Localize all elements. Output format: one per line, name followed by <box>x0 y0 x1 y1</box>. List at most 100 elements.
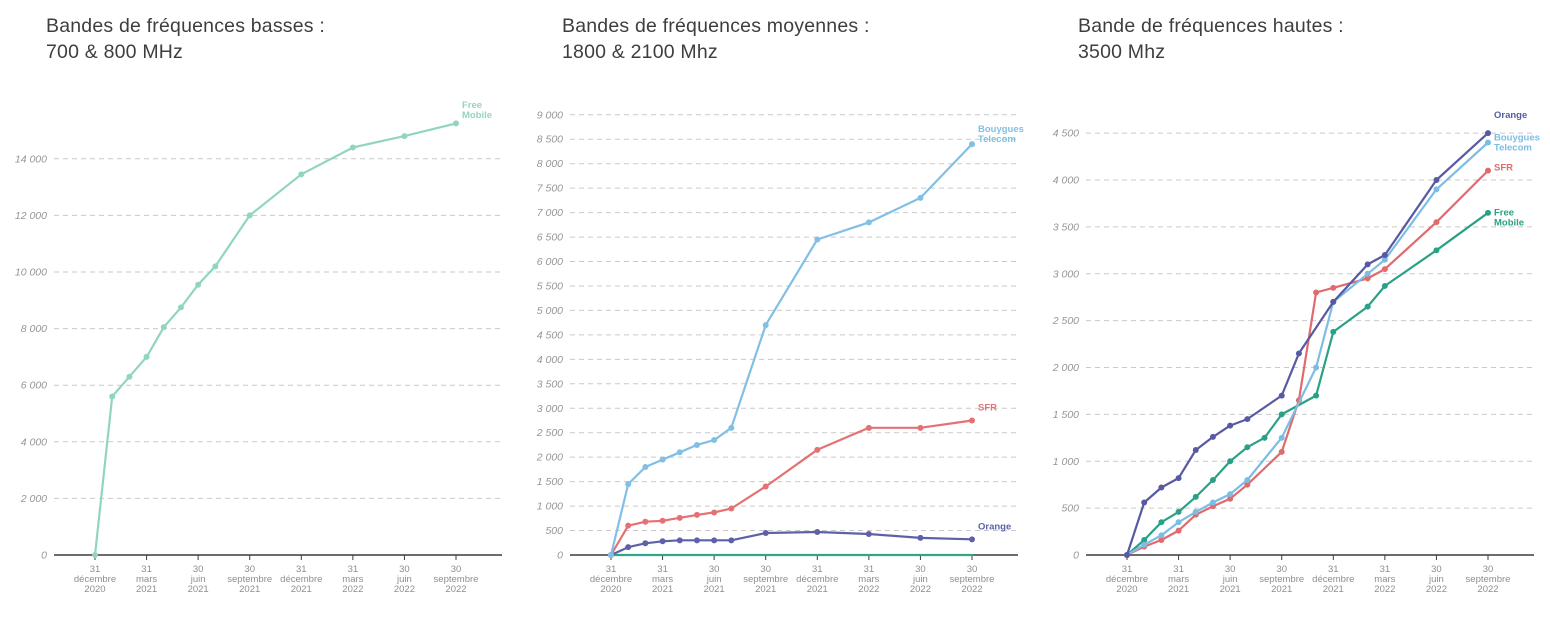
y-axis-tick-label: 5 500 <box>537 281 563 293</box>
data-point <box>1158 484 1165 491</box>
data-point <box>109 393 116 400</box>
series-label-free-mobile: Mobile <box>462 110 492 121</box>
y-axis-tick-label: 4 000 <box>1053 175 1079 187</box>
x-axis-tick-label: 2021 <box>1323 584 1344 595</box>
x-axis-tick-label: 2021 <box>239 584 260 595</box>
x-axis-tick-label: 30 <box>1483 564 1494 575</box>
data-point <box>659 538 666 545</box>
data-point <box>693 442 700 449</box>
x-axis-tick-label: 30 <box>1431 564 1442 575</box>
data-point <box>126 374 133 381</box>
data-point <box>143 354 150 361</box>
data-point <box>676 515 683 522</box>
data-point <box>1485 168 1491 175</box>
y-axis-tick-label: 4 500 <box>537 330 563 342</box>
x-axis-tick-label: 31 <box>657 564 668 575</box>
x-axis-tick-label: 2022 <box>445 584 466 595</box>
chart-title-line2: 3500 Mhz <box>1078 40 1166 63</box>
data-point <box>1227 423 1234 430</box>
data-point <box>1244 482 1251 489</box>
data-point <box>1175 475 1182 482</box>
y-axis-tick-label: 3 000 <box>537 403 563 415</box>
x-axis-tick-label: 2022 <box>910 584 931 595</box>
data-point <box>1141 537 1148 544</box>
data-point <box>659 457 666 464</box>
series-line-free-mobile <box>93 122 458 557</box>
x-axis-tick-label: 30 <box>709 564 720 575</box>
x-axis-tick-label: 31 <box>141 564 152 575</box>
x-axis-tick-label: 2022 <box>342 584 363 595</box>
data-point <box>865 425 872 432</box>
y-axis-tick-label: 1 500 <box>537 477 563 489</box>
x-axis-tick-label: juin <box>912 574 928 585</box>
x-axis-tick-label: 2021 <box>136 584 157 595</box>
x-axis-tick-label: mars <box>1374 574 1395 585</box>
series-line-sfr <box>1125 169 1490 557</box>
x-axis-tick-label: juin <box>190 574 206 585</box>
x-axis-tick-label: juin <box>1222 574 1238 585</box>
series-line-orange <box>609 531 974 557</box>
data-point <box>1433 177 1440 184</box>
data-point <box>1433 186 1440 193</box>
x-axis-tick-label: 2020 <box>84 584 105 595</box>
chart-title-line1: Bandes de fréquences moyennes : <box>562 15 870 37</box>
x-axis-tick-label: mars <box>342 574 363 585</box>
y-axis-tick-label: 8 000 <box>537 159 563 171</box>
y-axis-tick-label: 8 000 <box>21 324 47 336</box>
x-axis-tick-label: 2021 <box>291 584 312 595</box>
x-axis-tick-label: 2021 <box>704 584 725 595</box>
x-axis-tick-label: mars <box>858 574 879 585</box>
y-axis-tick-label: 1 000 <box>537 501 563 513</box>
chart-high-band: Bande de fréquences hautes : 3500 Mhz 0 5… <box>1032 0 1548 627</box>
data-point <box>1485 130 1491 137</box>
data-point <box>1278 411 1285 418</box>
data-point <box>1261 435 1268 442</box>
y-axis-tick-label: 3 500 <box>1053 222 1079 234</box>
y-axis-tick-label: 0 <box>1073 550 1079 562</box>
x-axis-tick-label: 2022 <box>961 584 982 595</box>
y-axis-tick-label: 12 000 <box>15 210 47 222</box>
data-point <box>762 322 769 329</box>
x-axis-tick-label: mars <box>136 574 157 585</box>
x-axis-tick-label: décembre <box>796 574 838 585</box>
x-axis-tick-label: 30 <box>451 564 462 575</box>
x-axis-tick-label: 2021 <box>652 584 673 595</box>
y-axis-tick-label: 7 500 <box>537 183 563 195</box>
data-point <box>1244 444 1251 451</box>
data-point <box>1313 364 1320 371</box>
y-axis-tick-label: 500 <box>545 526 563 538</box>
series-label-bouygues-telecom: Telecom <box>1494 143 1532 154</box>
series-label-sfr: SFR <box>978 403 997 414</box>
x-axis-tick-label: septembre <box>743 574 788 585</box>
y-axis-tick-label: 14 000 <box>15 154 47 166</box>
x-axis-tick-label: 31 <box>1328 564 1339 575</box>
x-axis-tick-label: 2022 <box>1374 584 1395 595</box>
series-label-bouygues-telecom: Bouygues <box>1494 133 1540 144</box>
data-point <box>1192 494 1199 501</box>
data-point <box>1158 519 1165 526</box>
series-label-orange: Orange <box>978 522 1011 533</box>
chart-title-mid-bands: Bandes de fréquences moyennes : 1800 & 2… <box>516 0 1032 75</box>
x-axis-tick-label: 30 <box>399 564 410 575</box>
data-point <box>762 530 769 537</box>
series-label-bouygues-telecom: Bouygues <box>978 124 1024 135</box>
data-point <box>1485 210 1491 217</box>
x-axis-tick-label: 2022 <box>1477 584 1498 595</box>
data-point <box>1278 435 1285 442</box>
data-point <box>625 523 632 530</box>
data-point <box>1330 329 1337 336</box>
chart-mid-bands: Bandes de fréquences moyennes : 1800 & 2… <box>516 0 1032 627</box>
x-axis-tick-label: 31 <box>348 564 359 575</box>
x-axis-tick-label: décembre <box>1312 574 1354 585</box>
data-point <box>1485 139 1491 146</box>
data-point <box>642 519 649 526</box>
y-axis-tick-label: 8 500 <box>537 134 563 146</box>
data-point <box>728 425 735 432</box>
x-axis-tick-label: 2022 <box>1426 584 1447 595</box>
data-point <box>676 537 683 544</box>
x-axis-tick-label: septembre <box>227 574 272 585</box>
y-axis-tick-label: 3 000 <box>1053 269 1079 281</box>
data-point <box>1227 458 1234 465</box>
series-label-bouygues-telecom: Telecom <box>978 134 1016 145</box>
y-axis-tick-label: 6 500 <box>537 232 563 244</box>
